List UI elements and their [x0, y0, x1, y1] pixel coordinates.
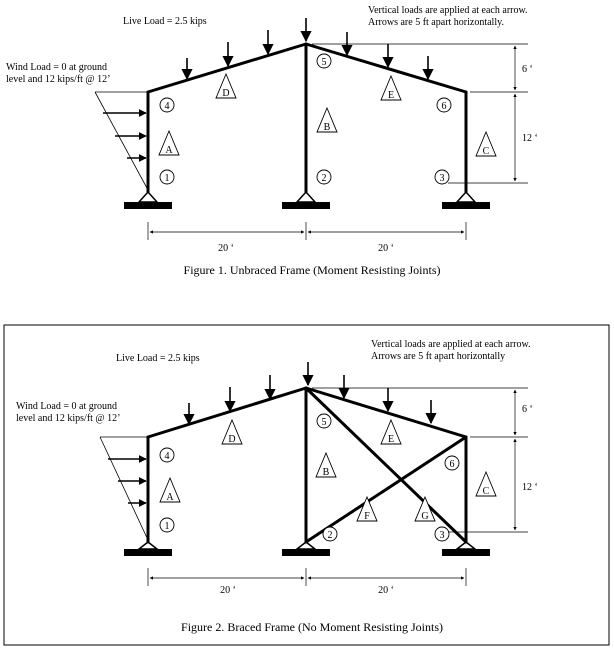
- svg-text:2: 2: [322, 173, 327, 184]
- svg-text:6: 6: [450, 459, 455, 470]
- fig1-member-label-d: D: [215, 72, 237, 99]
- fig1-joint-label-2: 2: [316, 169, 332, 185]
- fig1-vertical-note-line2: Arrows are 5 ft apart horizontally.: [368, 17, 504, 28]
- svg-text:F: F: [364, 511, 370, 522]
- fig1-dim-12ft: 12 ‘: [522, 133, 538, 144]
- fig2-member-label-d: D: [221, 418, 243, 445]
- fig2-joint-label-6: 6: [444, 455, 460, 471]
- fig2-joint-label-3: 3: [434, 526, 450, 542]
- svg-text:1: 1: [165, 521, 170, 532]
- fig1-support-left: [124, 190, 172, 209]
- fig1-wind-note-line1: Wind Load = 0 at ground: [6, 62, 107, 73]
- fig1-joint-label-1: 1: [159, 169, 175, 185]
- fig2-dim-6ft: 6 ‘: [522, 404, 533, 415]
- svg-text:3: 3: [440, 173, 445, 184]
- fig1-support-right: [442, 190, 490, 209]
- fig2-joint-label-5: 5: [316, 413, 332, 429]
- fig1-vertical-note-line1: Vertical loads are applied at each arrow…: [368, 5, 528, 16]
- fig2-left-rafter: [146, 386, 308, 439]
- fig1-member-label-e: E: [380, 74, 402, 101]
- fig1-member-label-b: B: [316, 106, 338, 133]
- svg-text:1: 1: [165, 173, 170, 184]
- fig1-live-load-label: Live Load = 2.5 kips: [123, 16, 207, 27]
- svg-text:B: B: [324, 122, 331, 133]
- fig2-horizontal-dimension: 20 ‘ 20 ‘: [147, 568, 467, 596]
- fig2-wind-note-line1: Wind Load = 0 at ground: [16, 401, 117, 412]
- fig1-joint-label-5: 5: [316, 53, 332, 69]
- fig1-vertical-load-arrows: [181, 18, 434, 81]
- svg-text:D: D: [222, 88, 229, 99]
- fig2-support-left: [124, 541, 172, 556]
- svg-text:5: 5: [322, 57, 327, 68]
- fig2-vertical-dimension: 6 ‘ 12 ‘: [312, 387, 538, 533]
- svg-text:E: E: [388, 434, 394, 445]
- fig1-horizontal-dimension: 20 ‘ 20 ‘: [147, 222, 467, 254]
- svg-text:A: A: [165, 145, 173, 156]
- svg-text:5: 5: [322, 417, 327, 428]
- fig2-member-label-c: C: [475, 470, 497, 497]
- svg-text:4: 4: [165, 101, 170, 112]
- svg-text:A: A: [166, 492, 174, 503]
- svg-text:3: 3: [440, 530, 445, 541]
- fig1-dim-20ft-left: 20 ‘: [218, 243, 234, 254]
- fig1-caption: Figure 1. Unbraced Frame (Moment Resisti…: [184, 263, 441, 277]
- fig2-brace-g: [304, 386, 468, 544]
- svg-text:E: E: [388, 90, 394, 101]
- fig1-joint-label-6: 6: [436, 97, 452, 113]
- fig2-vertical-load-arrows: [183, 362, 437, 426]
- figure-1-unbraced-frame: Live Load = 2.5 kips Vertical loads are …: [6, 5, 538, 277]
- fig1-wind-load-diagram: [94, 91, 149, 191]
- fig2-dim-20ft-left: 20 ‘: [220, 585, 236, 596]
- fig1-joint-label-3: 3: [434, 169, 450, 185]
- fig2-right-rafter: [304, 386, 468, 439]
- svg-text:2: 2: [328, 530, 333, 541]
- fig1-right-rafter: [304, 42, 468, 94]
- fig2-member-label-e: E: [380, 418, 402, 445]
- fig2-member-label-g: G: [414, 495, 436, 522]
- fig2-dim-20ft-right: 20 ‘: [378, 585, 394, 596]
- fig2-wind-note-line2: level and 12 kips/ft @ 12’: [16, 413, 120, 424]
- fig2-member-label-b: B: [315, 451, 337, 478]
- svg-text:B: B: [323, 467, 330, 478]
- fig1-dim-20ft-right: 20 ‘: [378, 243, 394, 254]
- fig1-member-label-a: A: [158, 129, 180, 156]
- svg-text:4: 4: [165, 451, 170, 462]
- fig2-brace-f: [304, 435, 468, 544]
- fig2-joint-label-2: 2: [322, 526, 338, 542]
- svg-text:C: C: [483, 486, 490, 497]
- fig2-border: [3, 324, 610, 646]
- fig2-support-middle: [282, 541, 330, 556]
- figure-2-braced-frame: Live Load = 2.5 kips Vertical loads are …: [3, 324, 610, 646]
- fig2-wind-load-diagram: [99, 436, 149, 541]
- fig1-member-label-c: C: [475, 130, 497, 157]
- fig1-dim-6ft: 6 ‘: [522, 64, 533, 75]
- fig1-support-middle: [282, 190, 330, 209]
- fig2-caption: Figure 2. Braced Frame (No Moment Resist…: [181, 620, 443, 634]
- fig2-live-load-label: Live Load = 2.5 kips: [116, 353, 200, 364]
- svg-text:D: D: [228, 434, 235, 445]
- fig2-dim-12ft: 12 ‘: [522, 482, 538, 493]
- svg-text:6: 6: [442, 101, 447, 112]
- fig1-vertical-dimension: 6 ‘ 12 ‘: [312, 43, 538, 184]
- svg-text:C: C: [483, 146, 490, 157]
- svg-text:G: G: [421, 511, 428, 522]
- fig2-vertical-note-line1: Vertical loads are applied at each arrow…: [371, 339, 531, 350]
- fig2-member-label-f: F: [356, 495, 378, 522]
- fig2-support-right: [442, 541, 490, 556]
- fig2-vertical-note-line2: Arrows are 5 ft apart horizontally: [371, 351, 505, 362]
- fig1-joint-label-4: 4: [159, 97, 175, 113]
- fig1-left-rafter: [146, 42, 308, 94]
- fig1-wind-note-line2: level and 12 kips/ft @ 12’: [6, 74, 110, 85]
- fig2-joint-label-4: 4: [159, 447, 175, 463]
- fig2-joint-label-1: 1: [159, 517, 175, 533]
- fig2-member-label-a: A: [159, 476, 181, 503]
